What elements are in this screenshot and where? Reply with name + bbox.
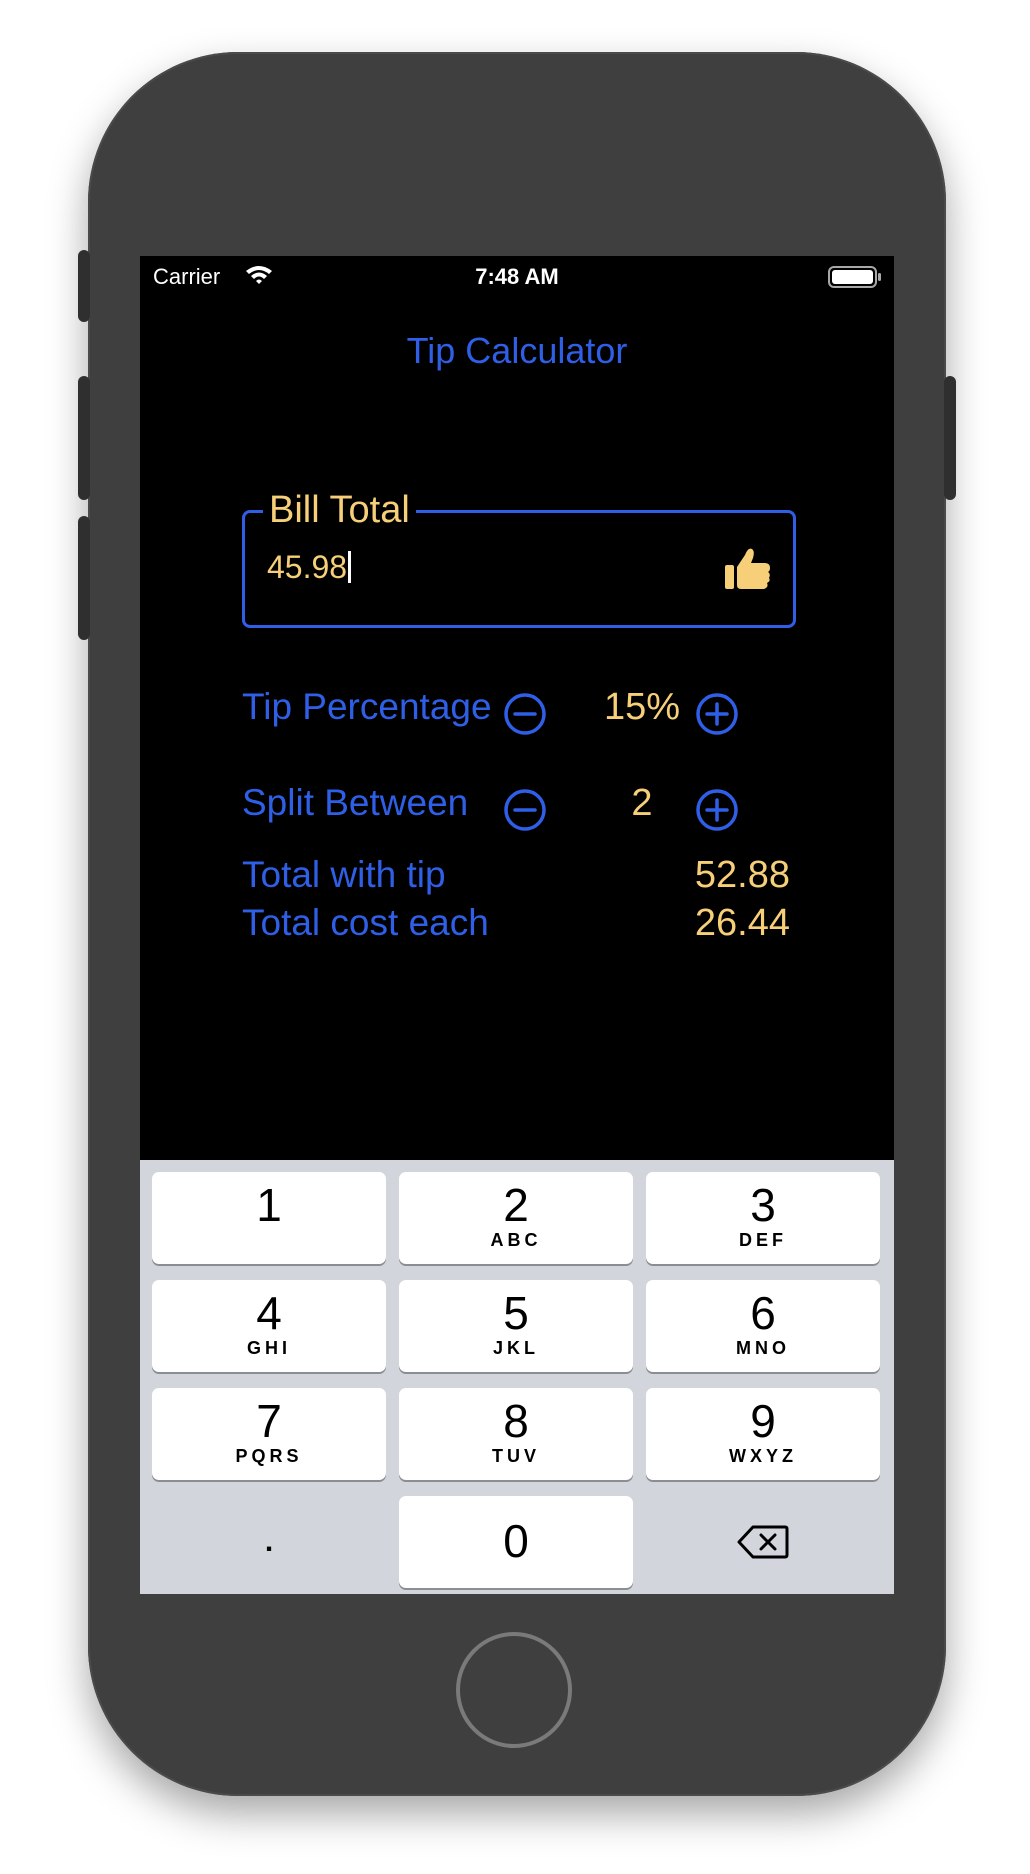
key-4[interactable]: 4 GHI xyxy=(152,1280,386,1372)
key-letters: DEF xyxy=(739,1230,787,1250)
key-7[interactable]: 7 PQRS xyxy=(152,1388,386,1480)
status-bar: Carrier 7:48 AM xyxy=(140,256,894,296)
total-cost-each-label: Total cost each xyxy=(242,902,489,943)
key-letters: GHI xyxy=(246,1338,291,1358)
split-increase-button[interactable] xyxy=(695,788,739,832)
text-caret xyxy=(348,551,352,583)
plus-circle-icon xyxy=(696,693,738,735)
phone-screen: Carrier 7:48 AM Tip Calculator Bill T xyxy=(140,256,894,1594)
key-letters: MNO xyxy=(736,1338,790,1358)
key-number: 0 xyxy=(503,1515,529,1567)
key-number: 5 xyxy=(503,1287,529,1339)
key-number: 6 xyxy=(750,1287,776,1339)
key-8[interactable]: 8 TUV xyxy=(399,1388,633,1480)
split-decrease-button[interactable] xyxy=(503,788,547,832)
key-1[interactable]: 1 xyxy=(152,1172,386,1264)
total-cost-each-value: 26.44 xyxy=(694,902,790,944)
wifi-icon xyxy=(244,264,274,292)
home-button[interactable] xyxy=(456,1632,572,1748)
key-2[interactable]: 2 ABC xyxy=(399,1172,633,1264)
key-letters: JKL xyxy=(492,1338,539,1358)
key-9[interactable]: 9 WXYZ xyxy=(646,1388,880,1480)
split-between-value: 2 xyxy=(631,782,653,824)
key-number: 1 xyxy=(256,1179,282,1231)
key-letters: ABC xyxy=(490,1230,542,1250)
key-number: 7 xyxy=(256,1395,282,1447)
total-with-tip-value: 52.88 xyxy=(694,854,790,896)
key-decimal[interactable]: . xyxy=(152,1496,386,1588)
key-number: 3 xyxy=(750,1179,776,1231)
tip-percentage-label: Tip Percentage xyxy=(242,686,492,727)
key-letters: WXYZ xyxy=(729,1446,797,1466)
key-decimal-label: . xyxy=(264,1525,274,1558)
volume-up-button xyxy=(78,376,90,500)
tip-increase-button[interactable] xyxy=(695,692,739,736)
minus-circle-icon xyxy=(504,693,546,735)
thumbs-up-icon xyxy=(723,543,773,593)
split-between-label: Split Between xyxy=(242,782,469,823)
tip-percentage-value: 15% xyxy=(603,686,681,728)
key-letters: PQRS xyxy=(235,1446,303,1466)
key-number: 2 xyxy=(503,1179,529,1231)
bill-total-input[interactable]: 45.98 xyxy=(267,549,352,586)
number-keypad: 1 2 ABC 3 DEF 4 GHI 5 JKL 6 MNO xyxy=(140,1160,894,1594)
bill-total-label: Bill Total xyxy=(263,489,416,532)
backspace-icon xyxy=(737,1525,789,1559)
bill-total-field[interactable]: Bill Total 45.98 xyxy=(242,489,796,628)
minus-circle-icon xyxy=(504,789,546,831)
page-title: Tip Calculator xyxy=(406,330,628,371)
plus-circle-icon xyxy=(696,789,738,831)
key-number: 9 xyxy=(750,1395,776,1447)
key-5[interactable]: 5 JKL xyxy=(399,1280,633,1372)
key-number: 8 xyxy=(503,1395,529,1447)
tip-decrease-button[interactable] xyxy=(503,692,547,736)
volume-down-button xyxy=(78,516,90,640)
bill-total-value: 45.98 xyxy=(267,549,348,585)
battery-icon xyxy=(828,265,882,295)
mute-switch xyxy=(78,250,90,322)
key-letters: TUV xyxy=(492,1446,540,1466)
key-number: 4 xyxy=(256,1287,282,1339)
key-6[interactable]: 6 MNO xyxy=(646,1280,880,1372)
carrier-label: Carrier xyxy=(153,264,221,289)
status-time: 7:48 AM xyxy=(475,264,559,289)
key-delete[interactable] xyxy=(646,1496,880,1588)
total-with-tip-label: Total with tip xyxy=(242,854,446,895)
key-0[interactable]: 0 xyxy=(399,1496,633,1588)
key-3[interactable]: 3 DEF xyxy=(646,1172,880,1264)
power-button xyxy=(944,376,956,500)
